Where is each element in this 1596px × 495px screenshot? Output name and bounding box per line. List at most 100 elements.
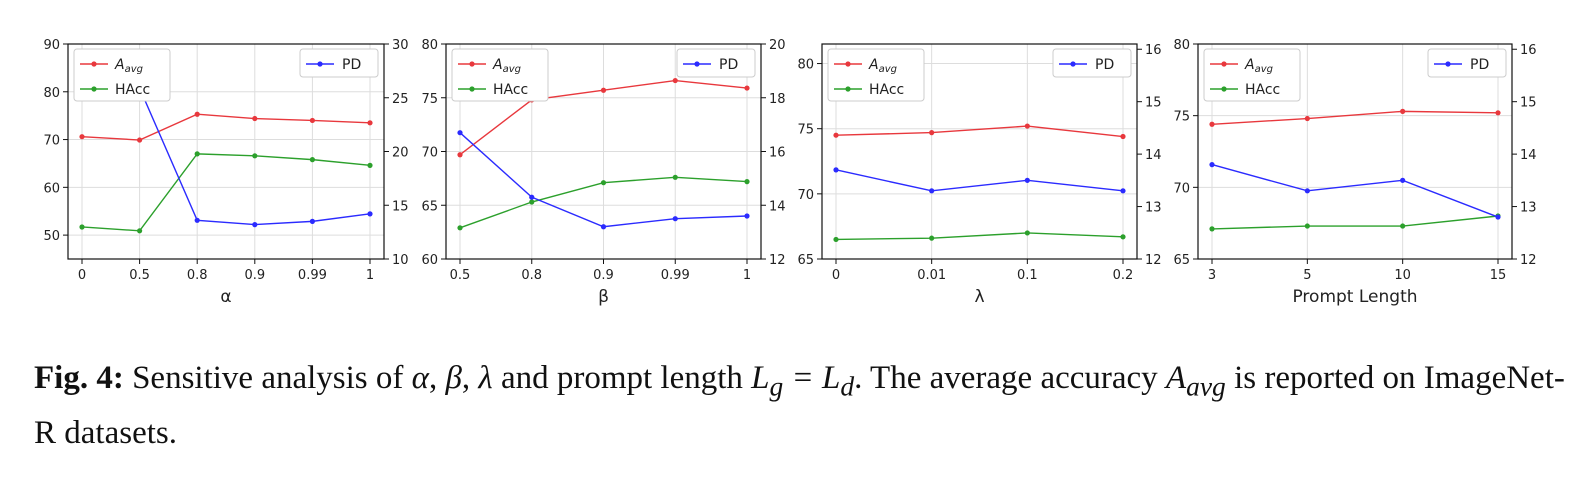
x-tick-label: 0.99 — [298, 268, 327, 283]
data-point-hacc — [600, 180, 607, 186]
y-right-tick-label: 16 — [1145, 43, 1162, 58]
chart-panel-3: 0 0.01 0.1 0.2 λ 65 70 75 80 12 13 14 15 16 Aavg HAcc PD — [797, 43, 1161, 307]
data-point-a_avg — [1400, 108, 1406, 114]
data-point-pd — [1209, 162, 1215, 168]
y-left-tick-label: 65 — [421, 199, 438, 214]
data-point-a_avg — [252, 115, 258, 122]
legend-marker — [317, 61, 323, 67]
data-point-hacc — [309, 157, 315, 163]
y-left-tick-label: 80 — [421, 38, 438, 53]
data-point-a_avg — [672, 77, 678, 84]
y-left-tick-label: 70 — [797, 188, 814, 203]
legend-marker — [91, 86, 97, 92]
x-tick-label: 1 — [366, 268, 374, 283]
legend-marker — [1445, 61, 1451, 67]
y-right-tick-label: 12 — [769, 253, 786, 268]
data-point-hacc — [1120, 234, 1126, 240]
y-left-tick-label: 65 — [797, 253, 814, 268]
data-point-pd — [1304, 188, 1310, 194]
y-right-tick-label: 14 — [1520, 148, 1537, 163]
x-tick-label: 0.1 — [1017, 268, 1038, 283]
legend-label-pd: PD — [342, 57, 361, 73]
figure-caption: Fig. 4: Sensitive analysis of α, β, λ an… — [34, 355, 1574, 456]
data-point-hacc — [929, 235, 935, 241]
data-point-hacc — [137, 228, 143, 234]
caption-lambda: λ — [478, 360, 493, 396]
y-left-tick-label: 80 — [797, 58, 814, 73]
legend-right: PD — [676, 48, 756, 78]
data-point-a_avg — [600, 87, 607, 93]
data-point-hacc — [833, 236, 839, 243]
figure-charts: 0 0.5 0.8 0.9 0.99 1α50607080901015202530Aavg… — [43, 38, 1536, 307]
plot-frame — [821, 43, 1138, 260]
x-tick-label: 0.5 — [450, 268, 471, 283]
y-right-tick-label: 13 — [1145, 201, 1162, 216]
y-left-tick-label: 70 — [43, 134, 60, 149]
x-axis-label: β — [598, 287, 609, 307]
caption-alpha: α — [411, 360, 429, 396]
legend-marker — [469, 61, 475, 67]
y-right-tick-label: 15 — [1145, 96, 1162, 111]
x-tick-label: 10 — [1394, 268, 1411, 283]
caption-aavg: A — [1165, 360, 1187, 396]
legend-label-sub: avg — [1255, 64, 1273, 75]
caption-label: Fig. 4: — [34, 360, 124, 396]
x-tick-label: 0.01 — [917, 268, 946, 283]
y-left-tick-label: 75 — [421, 92, 438, 107]
y-left-tick-label: 70 — [421, 146, 438, 161]
data-point-a_avg — [744, 85, 750, 91]
legend-label-aavg: Aavg — [492, 57, 521, 75]
x-tick-label: 5 — [1303, 268, 1311, 283]
legend-label-pd: PD — [1470, 57, 1489, 73]
legend-label-aavg: Aavg — [1244, 57, 1273, 75]
data-point-a_avg — [137, 137, 143, 143]
caption-aavg-sub: avg — [1186, 370, 1226, 402]
chart-panel-1: 0 0.5 0.8 0.9 0.99 1 α 50 60 70 80 90 10 15 20 25 30 Aavg… — [43, 38, 408, 307]
data-point-a_avg — [367, 120, 373, 126]
data-point-hacc — [79, 224, 85, 230]
data-point-pd — [1120, 188, 1126, 194]
data-point-a_avg — [833, 132, 839, 138]
legend-left: Aavg HAcc — [73, 48, 171, 102]
x-tick-label: 0.9 — [244, 268, 265, 283]
data-point-a_avg — [1120, 133, 1126, 140]
caption-eq-mid: = L — [783, 360, 841, 396]
series-line-hacc — [81, 153, 371, 232]
legend-label-pd: PD — [1095, 57, 1114, 73]
data-point-hacc — [529, 199, 535, 205]
data-point-pd — [529, 194, 535, 200]
legend-marker — [1070, 61, 1076, 67]
data-point-hacc — [252, 153, 258, 159]
legend-box — [1427, 48, 1507, 78]
legend-left: Aavg HAcc — [451, 48, 549, 102]
x-tick-label: 0.8 — [521, 268, 542, 283]
y-left-tick-label: 75 — [797, 123, 814, 138]
data-point-hacc — [1209, 226, 1215, 232]
data-point-a_avg — [1209, 121, 1215, 127]
chart-panel-4: 3 5 10 15 Prompt Length 65 70 75 80 12 13 14 15 16 Aav… — [1173, 38, 1536, 307]
x-axis-label: λ — [974, 287, 984, 307]
y-right-tick-label: 20 — [392, 146, 409, 161]
legend-marker — [845, 61, 851, 67]
data-point-pd — [672, 216, 678, 222]
caption-beta: β — [445, 360, 462, 396]
x-tick-label: 0 — [832, 268, 840, 283]
x-tick-label: 0.8 — [187, 268, 208, 283]
legend-label-pd: PD — [719, 57, 738, 73]
x-tick-label: 0 — [78, 268, 86, 283]
legend-label-sub: avg — [879, 64, 897, 75]
caption-sep-2: , — [461, 360, 479, 396]
legend-box — [451, 48, 549, 102]
data-point-a_avg — [194, 111, 200, 117]
x-axis-label: α — [220, 287, 231, 307]
y-left-tick-label: 80 — [1173, 38, 1190, 53]
y-right-tick-label: 12 — [1145, 253, 1162, 268]
y-right-tick-label: 25 — [392, 92, 409, 107]
legend-label-sub: avg — [125, 64, 143, 75]
series-line-hacc — [1211, 215, 1499, 230]
x-tick-label: 15 — [1490, 268, 1507, 283]
y-left-tick-label: 80 — [43, 86, 60, 101]
data-point-pd — [744, 213, 750, 219]
x-tick-label: 0.2 — [1113, 268, 1134, 283]
caption-text-4: is reported on ImageNet-R datasets. — [34, 360, 1565, 451]
